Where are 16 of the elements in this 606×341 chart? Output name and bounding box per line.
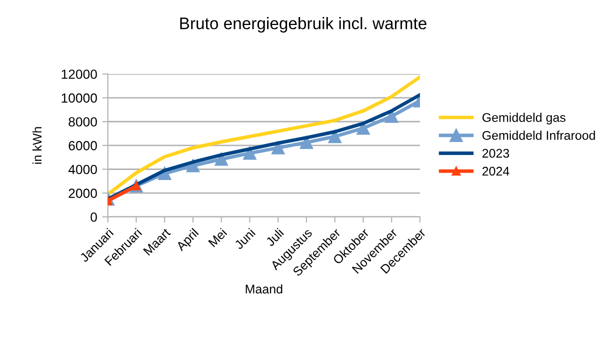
legend-label: 2024: [482, 166, 510, 176]
legend-label: Gemiddeld gas: [482, 112, 566, 124]
legend-label: 2023: [482, 148, 510, 158]
y-tick-label: 6000: [68, 141, 97, 150]
y-tick-label: 10000: [62, 93, 97, 103]
y-tick-label: 12000: [62, 70, 97, 79]
legend-label: Gemiddeld Infrarood: [482, 130, 595, 140]
y-tick-label: 2000: [68, 188, 97, 198]
y-tick-label: 4000: [68, 164, 97, 174]
x-tick-label: Mei: [208, 228, 228, 248]
x-tick-label: Juni: [234, 228, 256, 250]
chart-title: Bruto energiegebruik incl. warmte: [180, 17, 426, 33]
y-axis-title: in kWh: [32, 127, 42, 164]
y-tick-label: 0: [90, 212, 97, 222]
x-axis-title: Maand: [246, 284, 282, 294]
y-tick-label: 8000: [68, 117, 97, 127]
